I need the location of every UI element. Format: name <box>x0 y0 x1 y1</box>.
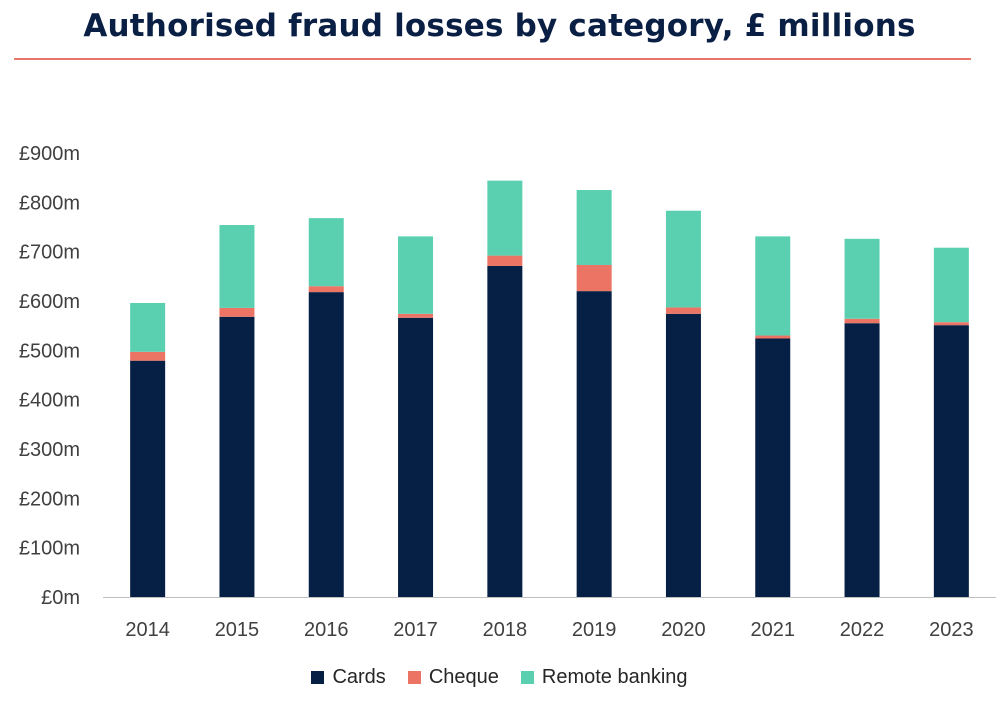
title-underline <box>14 58 971 60</box>
stacked-bar-chart: £0m £100m £200m £300m £400m £500m £600m £700m £8… <box>19 143 996 641</box>
bar-segment-cheque <box>487 255 523 266</box>
bars <box>130 180 969 597</box>
bar-segment-remote-banking <box>576 190 612 265</box>
bar-segment-cards <box>844 323 880 597</box>
legend-item-cheque: Cheque <box>407 666 499 689</box>
bar-segment-cards <box>576 291 612 597</box>
y-tick-label: £200m <box>19 488 80 510</box>
bar-segment-cheque <box>844 318 880 324</box>
bar-segment-remote-banking <box>219 225 255 308</box>
x-tick-label: 2021 <box>751 619 796 641</box>
legend-label-cards: Cards <box>332 666 386 688</box>
bar-segment-cheque <box>130 351 166 361</box>
bar-segment-remote-banking <box>755 236 791 336</box>
legend-swatch-remote-banking <box>520 671 534 684</box>
bar-segment-cheque <box>665 307 701 314</box>
bar-segment-cards <box>933 325 969 597</box>
legend: Cards Cheque Remote banking <box>0 666 999 689</box>
x-tick-label: 2017 <box>393 619 438 641</box>
y-tick-label: £400m <box>19 390 80 412</box>
x-tick-label: 2019 <box>572 619 617 641</box>
legend-label-cheque: Cheque <box>428 666 499 688</box>
y-tick-label: £700m <box>19 242 80 264</box>
bar-segment-cards <box>665 313 701 597</box>
bar-segment-remote-banking <box>844 238 880 319</box>
x-tick-label: 2023 <box>929 619 974 641</box>
x-tick-label: 2022 <box>840 619 885 641</box>
bar-segment-cheque <box>219 307 255 317</box>
y-tick-label: £800m <box>19 192 80 214</box>
legend-swatch-cards <box>311 671 325 684</box>
y-axis: £0m £100m £200m £300m £400m £500m £600m £700m £8… <box>19 143 80 609</box>
x-tick-label: 2020 <box>661 619 706 641</box>
x-tick-label: 2014 <box>125 619 170 641</box>
legend-label-remote-banking: Remote banking <box>541 666 688 688</box>
chart-title: Authorised fraud losses by category, £ m… <box>83 8 916 44</box>
legend-item-remote-banking: Remote banking <box>520 666 688 689</box>
bar-segment-remote-banking <box>130 302 166 352</box>
bar-segment-remote-banking <box>933 247 969 323</box>
legend-swatch-cheque <box>407 671 421 684</box>
y-tick-label: £0m <box>41 587 80 609</box>
bar-segment-cards <box>219 316 255 597</box>
bar-segment-cheque <box>398 313 434 318</box>
bar-segment-cards <box>130 360 166 597</box>
bar-segment-remote-banking <box>308 218 344 287</box>
y-tick-label: £900m <box>19 143 80 165</box>
x-tick-label: 2016 <box>304 619 349 641</box>
bar-segment-remote-banking <box>665 210 701 308</box>
bar-segment-cheque <box>755 335 791 339</box>
bar-segment-cards <box>398 317 434 597</box>
bar-segment-cheque <box>576 264 612 292</box>
bar-segment-cheque <box>933 322 969 326</box>
x-axis: 2014 2015 2016 2017 2018 2019 2020 2021 2022 2023 <box>125 619 973 641</box>
bar-segment-cards <box>487 265 523 597</box>
x-tick-label: 2018 <box>483 619 528 641</box>
bar-segment-cards <box>755 338 791 597</box>
bar-segment-cheque <box>308 286 344 293</box>
y-tick-label: £300m <box>19 439 80 461</box>
bar-segment-remote-banking <box>487 180 523 256</box>
bar-segment-remote-banking <box>398 236 434 314</box>
y-tick-label: £100m <box>19 538 80 560</box>
y-tick-label: £500m <box>19 340 80 362</box>
x-tick-label: 2015 <box>215 619 260 641</box>
bar-segment-cards <box>308 292 344 597</box>
y-tick-label: £600m <box>19 291 80 313</box>
legend-item-cards: Cards <box>311 666 386 689</box>
